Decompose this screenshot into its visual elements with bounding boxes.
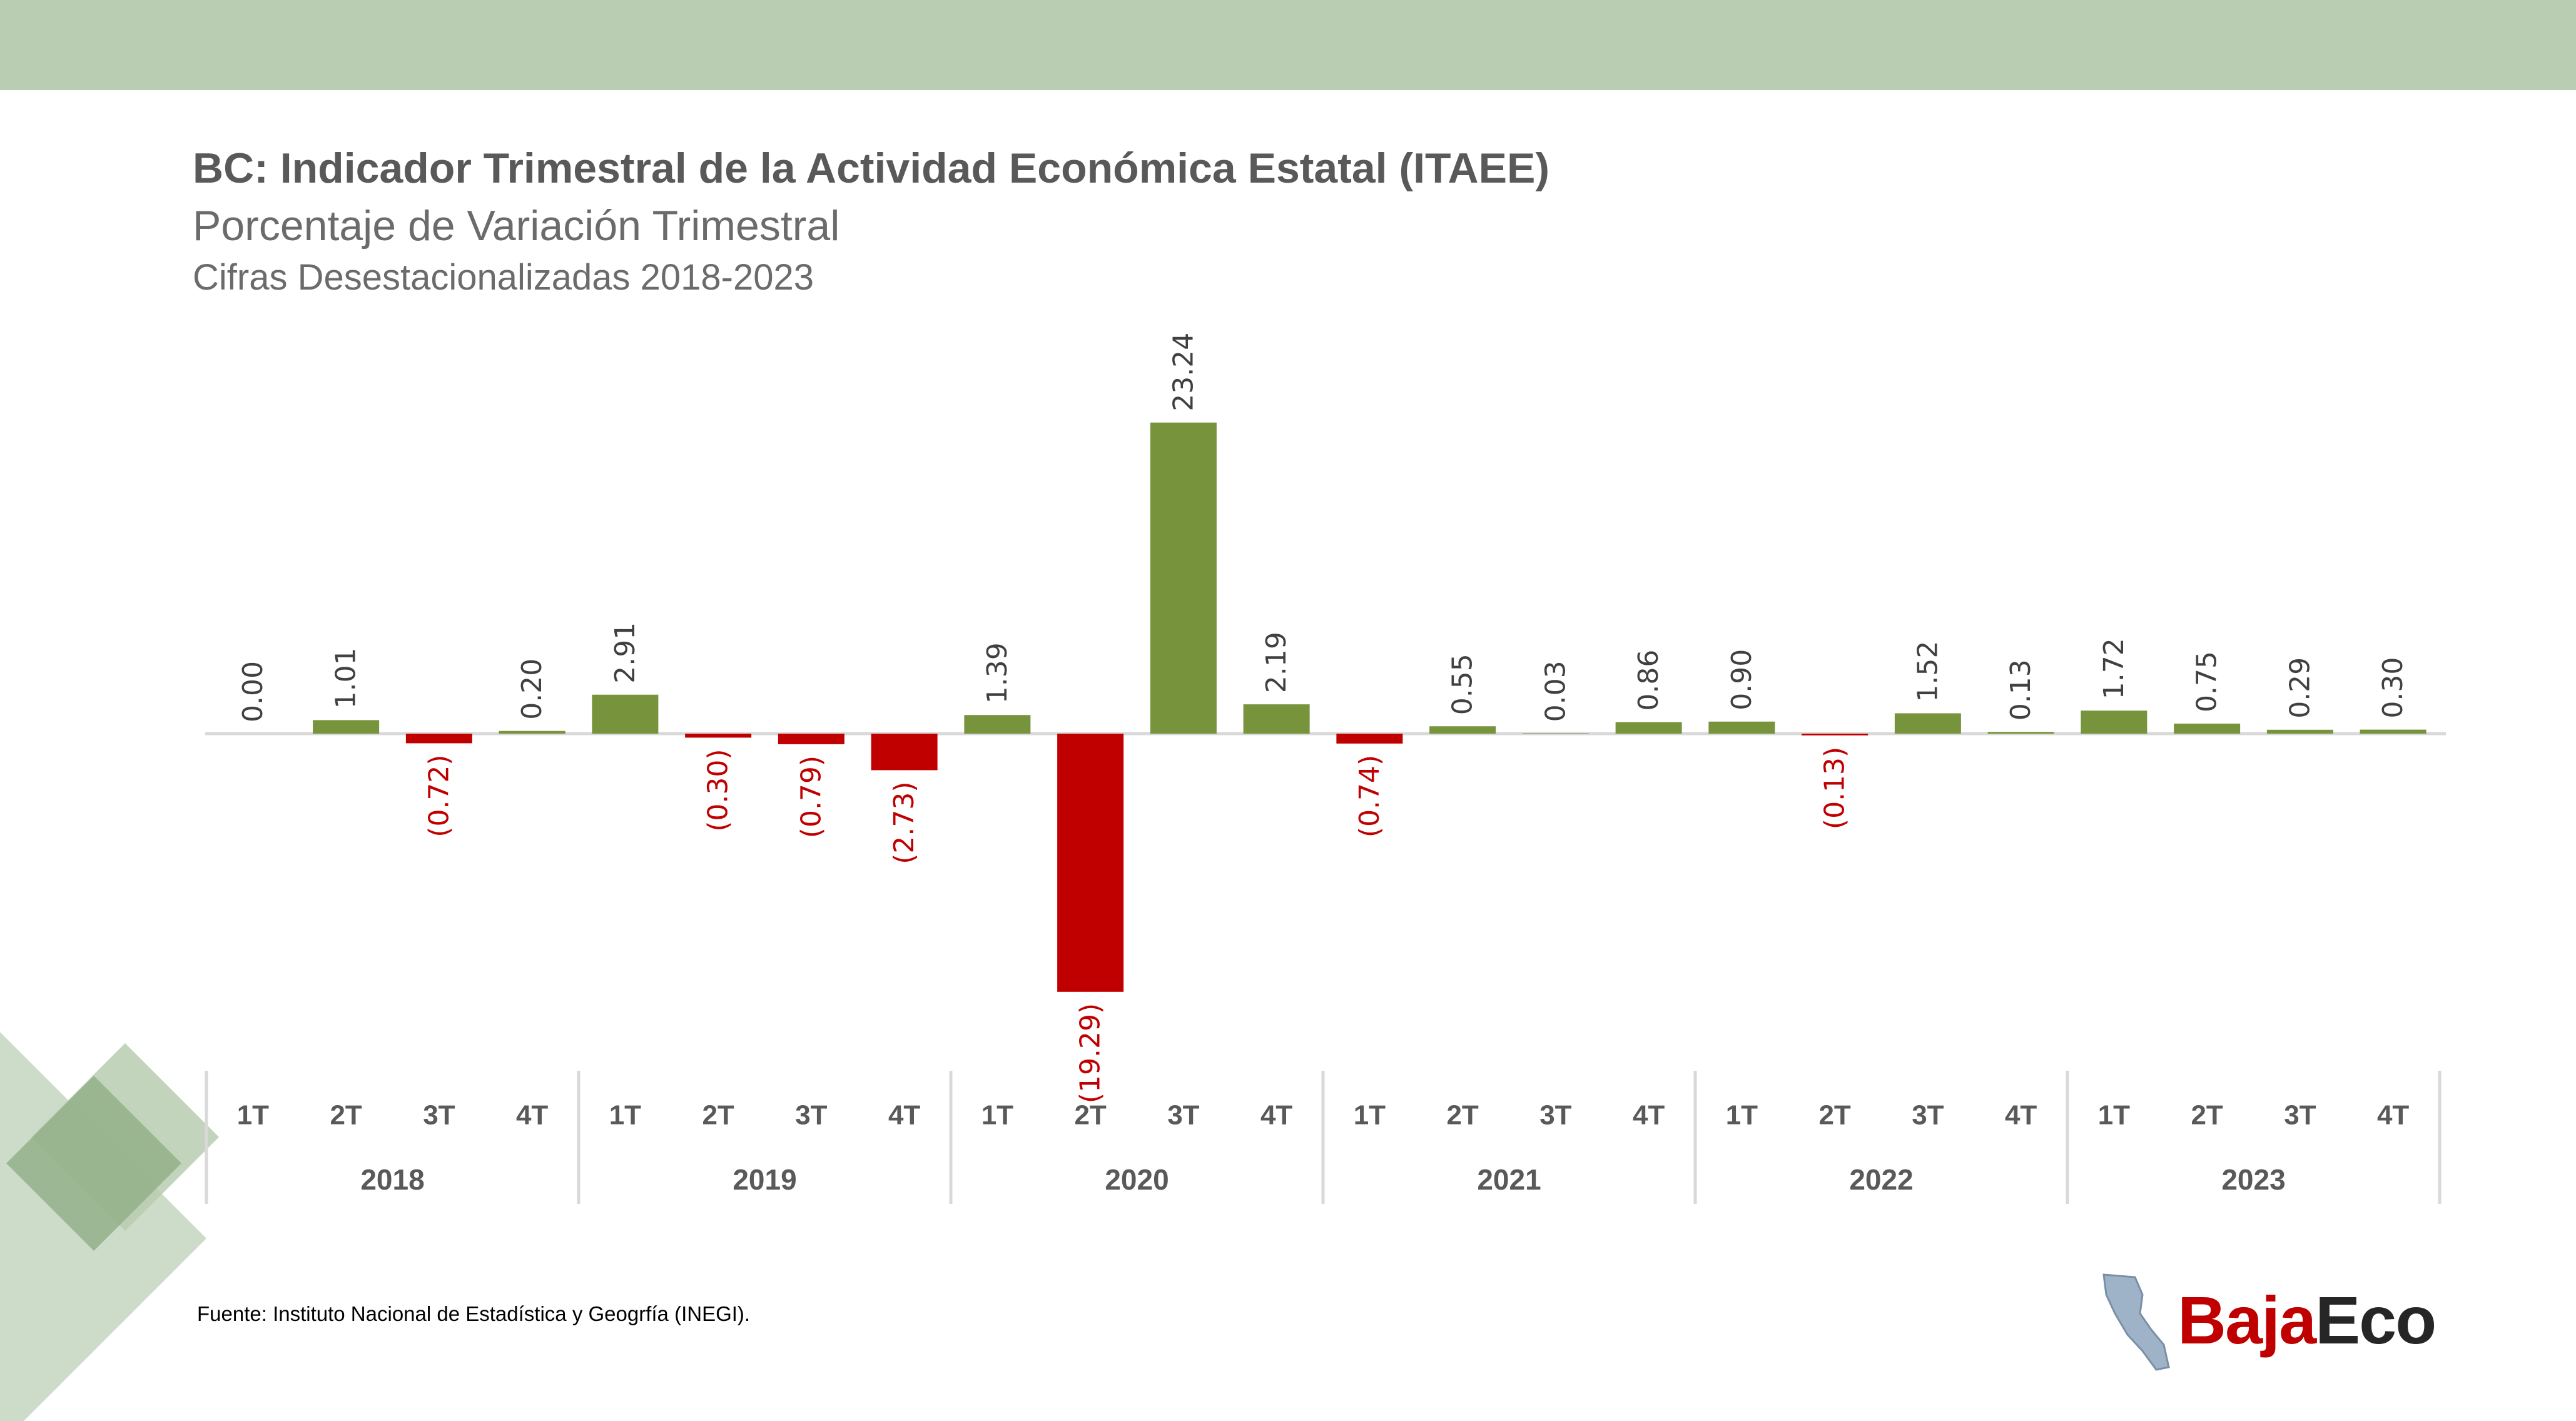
data-label: 0.20 — [516, 659, 548, 720]
x-tick-label: 4T — [1260, 1100, 1292, 1131]
x-tick-label: 4T — [2377, 1100, 2409, 1131]
x-tick-label: 1T — [981, 1100, 1013, 1131]
x-tick-label: 2T — [702, 1100, 734, 1131]
data-label: 2.91 — [609, 622, 641, 684]
data-label: 0.00 — [237, 661, 269, 722]
year-label: 2019 — [733, 1163, 796, 1196]
logo-wordmark-baja: Baja — [2178, 1282, 2316, 1358]
data-label: (0.13) — [1819, 747, 1851, 829]
x-tick-label: 1T — [237, 1100, 269, 1131]
x-tick-label: 4T — [516, 1100, 548, 1131]
bar — [2266, 729, 2333, 734]
x-tick-label: 1T — [609, 1100, 641, 1131]
data-label: (0.30) — [702, 749, 734, 831]
logo-wordmark-eco: Eco — [2315, 1282, 2437, 1358]
x-tick-label: 4T — [888, 1100, 920, 1131]
year-label: 2022 — [1849, 1163, 1913, 1196]
x-tick-label: 3T — [423, 1100, 455, 1131]
data-label: 0.90 — [1726, 649, 1758, 710]
data-label: 1.72 — [2098, 638, 2130, 699]
x-tick-label: 4T — [1633, 1100, 1665, 1131]
x-tick-label: 1T — [2098, 1100, 2130, 1131]
bar — [2360, 729, 2426, 734]
bar — [2081, 710, 2148, 734]
bar — [1894, 713, 1961, 734]
data-label: 0.29 — [2284, 657, 2316, 719]
x-tick-label: 2T — [1446, 1100, 1478, 1131]
data-label: (0.74) — [1354, 755, 1386, 837]
data-label: 0.03 — [1539, 660, 1571, 722]
data-label: 0.55 — [1447, 654, 1479, 715]
baja-california-map-icon — [2102, 1273, 2170, 1371]
bar — [1615, 722, 1682, 734]
x-tick-label: 2T — [1074, 1100, 1106, 1131]
x-tick-label: 1T — [1354, 1100, 1386, 1131]
bar — [1987, 732, 2054, 734]
data-label: 23.24 — [1167, 333, 1199, 412]
bar — [1708, 721, 1775, 734]
source-note: Fuente: Instituto Nacional de Estadístic… — [197, 1302, 751, 1325]
x-tick-label: 1T — [1726, 1100, 1758, 1131]
top-banner — [0, 0, 2576, 90]
bar — [1057, 734, 1124, 992]
bar — [1522, 733, 1589, 734]
x-tick-label: 3T — [1912, 1100, 1944, 1131]
bar — [313, 720, 380, 734]
data-label: (0.79) — [795, 756, 827, 838]
bar — [964, 715, 1031, 734]
bar — [499, 731, 565, 734]
bar — [1802, 734, 1869, 736]
year-label: 2018 — [360, 1163, 424, 1196]
x-tick-label: 3T — [2284, 1100, 2316, 1131]
x-tick-label: 2T — [1818, 1100, 1850, 1131]
data-label: 1.52 — [1912, 641, 1944, 702]
bar — [1336, 734, 1403, 744]
bar — [1150, 422, 1217, 734]
x-tick-label: 2T — [330, 1100, 362, 1131]
chart-subtitle-secondary: Cifras Desestacionalizadas 2018-2023 — [193, 257, 814, 298]
bar — [871, 734, 938, 771]
bar — [405, 734, 472, 744]
x-tick-label: 2T — [2191, 1100, 2223, 1131]
data-label: (19.29) — [1075, 1003, 1107, 1103]
x-tick-label: 3T — [1167, 1100, 1199, 1131]
data-label: 0.30 — [2377, 657, 2409, 719]
x-tick-label: 3T — [795, 1100, 827, 1131]
data-label: (2.73) — [888, 781, 920, 864]
year-label: 2021 — [1477, 1163, 1541, 1196]
bar — [592, 694, 659, 734]
data-label: 0.86 — [1633, 650, 1665, 711]
x-tick-label: 3T — [1539, 1100, 1571, 1131]
data-label: 0.13 — [2005, 659, 2037, 721]
x-tick-label: 4T — [2005, 1100, 2037, 1131]
logo-wordmark: BajaEco — [2178, 1281, 2437, 1359]
year-label: 2023 — [2221, 1163, 2285, 1196]
bar — [2174, 723, 2241, 734]
data-label: 1.39 — [981, 642, 1013, 704]
bajaeco-logo: BajaEco — [2099, 1270, 2449, 1376]
data-label: 0.75 — [2191, 651, 2223, 712]
data-label: (0.72) — [423, 754, 455, 837]
bar — [778, 734, 844, 744]
bar — [1429, 726, 1496, 734]
bar — [685, 734, 752, 738]
bar — [1243, 704, 1310, 734]
year-label: 2020 — [1105, 1163, 1169, 1196]
chart-title: BC: Indicador Trimestral de la Actividad… — [193, 144, 1549, 192]
data-label: 1.01 — [330, 647, 362, 709]
chart-subtitle: Porcentaje de Variación Trimestral — [193, 202, 840, 250]
data-label: 2.19 — [1260, 632, 1292, 693]
